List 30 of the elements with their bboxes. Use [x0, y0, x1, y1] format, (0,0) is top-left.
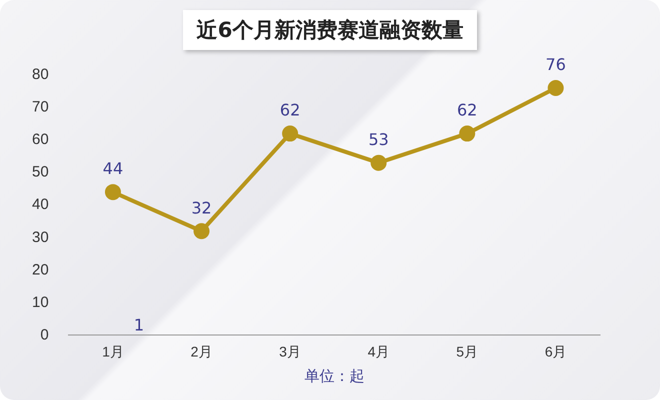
y-tick-label: 10 [32, 294, 49, 311]
x-tick-label: 6月 [544, 343, 567, 360]
y-tick-label: 30 [32, 228, 49, 246]
x-axis-title: 单位：起 [304, 368, 364, 386]
data-label: 62 [280, 100, 300, 120]
point [282, 126, 298, 142]
point [459, 126, 476, 142]
x-tick-label: 2月 [190, 343, 212, 360]
point [104, 184, 121, 200]
data-label: 32 [191, 198, 212, 218]
point [548, 80, 564, 96]
point [370, 154, 387, 171]
data-label: 53 [368, 130, 389, 149]
x-tick-label: 3月 [279, 343, 301, 360]
x-tick-label: 4月 [368, 343, 390, 360]
y-tick-label: 40 [32, 196, 49, 214]
y-tick-label: 60 [32, 131, 49, 148]
y-tick-label: 0 [40, 326, 49, 344]
x-tick-label: 1月 [102, 343, 124, 360]
y-tick-label: 50 [32, 164, 49, 181]
point [194, 223, 210, 240]
chart-title: 近6个月新消费赛道融资数量 [182, 10, 478, 50]
annotation: 1 [134, 315, 144, 334]
x-tick-label: 5月 [456, 343, 478, 360]
y-tick-label: 80 [32, 66, 49, 84]
y-tick-label: 70 [32, 98, 49, 116]
data-label: 44 [102, 159, 124, 178]
y-tick-label: 20 [32, 261, 49, 278]
data-label: 62 [456, 100, 478, 120]
data-label: 76 [546, 55, 566, 74]
